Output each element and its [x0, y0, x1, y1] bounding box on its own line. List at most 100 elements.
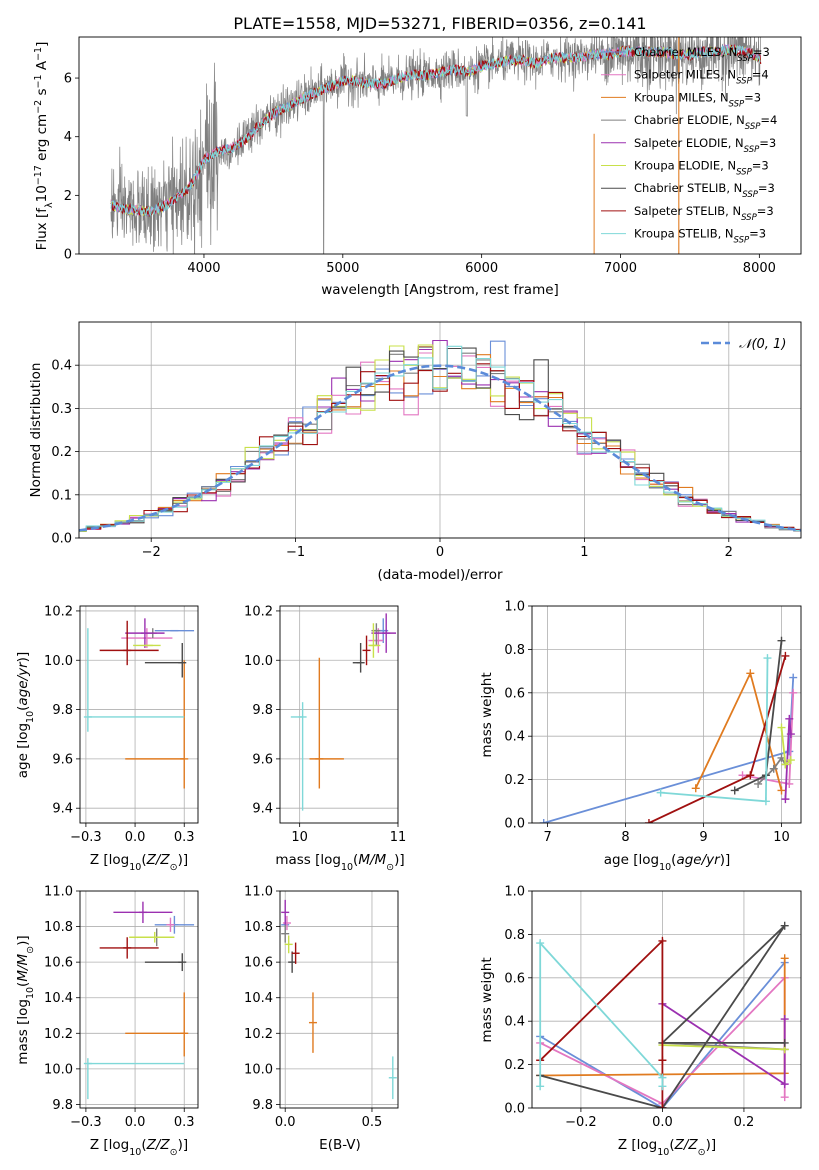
x-tick-label: −0.3	[70, 1115, 102, 1130]
series-marker-salpeter_stelib	[658, 1104, 667, 1108]
series-marker-salpeter_miles	[780, 1093, 789, 1102]
point-salpeter_elodie	[281, 899, 290, 925]
legend-label-kroupa_elodie: Kroupa ELODIE, NSSP=3	[634, 159, 769, 178]
x-axis-label-spectrum: wavelength [Angstrom, rest frame]	[321, 282, 559, 298]
legend-label-kroupa_miles: Kroupa MILES, NSSP=3	[634, 90, 761, 109]
x-tick-label: 2	[725, 545, 733, 560]
legend-spectrum: Chabrier MILES, NSSP=3 Salpeter MILES, NS…	[601, 45, 777, 246]
ticks-massweight_vs_Z: −0.2 0.0 0.2 0.0 0.2 0.4 0.6 0.8 1.0	[504, 885, 754, 1131]
y-tick-label: 0.1	[51, 488, 72, 503]
series-marker-salpeter_stelib	[781, 651, 790, 660]
point-kroupa_stelib	[83, 1058, 185, 1100]
axes-age_vs_Z: −0.3 0.0 0.3 9.4 9.6 9.8 10.0 10.2 Z [log10(Z/Z⊙…	[15, 604, 199, 873]
axes-spectrum: 4000 5000 6000 7000 8000 0 2 4 6 Chabrier MILES, …	[33, 36, 802, 298]
series-marker-kroupa_stelib	[536, 1082, 545, 1091]
point-salpeter_stelib	[291, 942, 300, 964]
point-kroupa_stelib	[83, 628, 185, 732]
x-tick-label: −1	[286, 545, 305, 560]
plot-area-spectrum	[110, 37, 762, 254]
axes-mass_vs_ebv: 0.0 0.5 9.8 10.0 10.2 10.4 10.6 10.8 11.0 E(B-V)	[244, 885, 399, 1153]
y-axis-label-spectrum: Flux [fλ10−17 erg cm−2 s−1 A−1]	[33, 42, 55, 251]
point-salpeter_elodie	[125, 618, 165, 648]
x-tick-label: 7	[543, 830, 551, 845]
legend-hist: 𝒩(0, 1)	[701, 337, 786, 352]
legend-label-gauss: 𝒩(0, 1)	[739, 337, 786, 352]
axes-frame-age_vs_Z	[79, 605, 199, 824]
ticks-residual_hist: −2 −1 0 1 2 0.0 0.1 0.2 0.3 0.4	[51, 359, 733, 560]
legend-label-chabrier_stelib: Chabrier STELIB, NSSP=3	[634, 181, 775, 200]
ticks-age_vs_Z: −0.3 0.0 0.3 9.4 9.6 9.8 10.0 10.2	[44, 604, 195, 845]
y-tick-label: 0.8	[504, 643, 525, 658]
y-tick-label: 0.6	[504, 971, 525, 986]
y-tick-label: 0.3	[51, 402, 72, 417]
model-line-kroupa_stelib	[110, 44, 761, 217]
x-axis-label-massweight_vs_Z: Z [log10(Z/Z⊙)]	[618, 1137, 716, 1158]
series-marker-salpeter_elodie	[780, 1080, 789, 1089]
series-marker-chabrier_stelib	[780, 1038, 789, 1047]
plot-area-mass_vs_ebv	[280, 891, 398, 1108]
x-axis-label-age_vs_Z: Z [log10(Z/Z⊙)]	[90, 852, 188, 873]
y-tick-label: 10.2	[44, 604, 73, 619]
axes-frame-massweight_vs_age	[531, 605, 802, 824]
x-tick-label: 5000	[326, 261, 359, 276]
series-marker-kroupa_stelib	[658, 1073, 667, 1082]
series-marker-salpeter_elodie	[786, 730, 795, 739]
series-marker-chabrier_stelib	[780, 921, 789, 930]
x-tick-label: 0.0	[652, 1115, 673, 1130]
x-tick-label: 10	[291, 830, 308, 845]
x-tick-label: 11	[390, 830, 407, 845]
series-marker-salpeter_miles	[789, 688, 798, 697]
series-marker-salpeter_stelib	[746, 771, 755, 780]
axes-frame-spectrum	[78, 36, 802, 255]
series-marker-kroupa_miles	[780, 954, 789, 963]
y-tick-label: 10.2	[244, 1027, 273, 1042]
axes-mass_vs_Z: −0.3 0.0 0.3 9.8 10.0 10.2 10.4 10.6 10.8 11.0 Z […	[15, 885, 199, 1158]
y-tick-label: 10.0	[44, 1062, 73, 1077]
series-marker-salpeter_stelib	[658, 936, 667, 945]
axes-massweight_vs_age: 7 8 9 10 0.0 0.2 0.4 0.6 0.8 1.0 age [log10(age/yr…	[479, 600, 802, 873]
point-salpeter_stelib	[362, 635, 371, 666]
axes-age_vs_mass: 10 11 9.4 9.6 9.8 10.0 10.2 mass [log10(M/M⊙)]	[244, 604, 406, 872]
y-tick-label: 9.6	[52, 752, 73, 767]
series-marker-kroupa_miles	[777, 786, 786, 795]
series-marker-salpeter_elodie	[785, 714, 794, 723]
y-tick-label: 10.8	[244, 920, 273, 935]
series-line-kroupa_stelib	[539, 940, 664, 1087]
x-tick-label: −0.2	[565, 1115, 597, 1130]
gauss-curve	[79, 364, 801, 532]
y-tick-label: 0.6	[504, 686, 525, 701]
y-tick-label: 10.6	[244, 956, 273, 971]
legend-label-salpeter_elodie: Salpeter ELODIE, NSSP=3	[634, 136, 776, 155]
grid-age_vs_mass	[280, 606, 398, 823]
series-marker-kroupa_stelib	[656, 788, 665, 797]
series-line-salpeter_stelib	[539, 938, 664, 1108]
plot-area-age_vs_mass	[280, 606, 398, 823]
y-axis-label-age_vs_Z: age [log10(age/yr)]	[15, 652, 36, 778]
series-line-chabrier_miles	[539, 962, 786, 1108]
y-tick-label: 11.0	[244, 885, 273, 900]
series-salpeter_stelib	[644, 651, 790, 823]
plot-area-massweight_vs_Z	[532, 891, 801, 1108]
y-tick-label: 9.4	[52, 802, 73, 817]
point-salpeter_stelib	[99, 620, 159, 666]
x-tick-label: 0.0	[125, 1115, 146, 1130]
axes-frame-massweight_vs_Z	[531, 890, 802, 1109]
x-axis-label-hist: (data-model)/error	[377, 567, 503, 583]
series-marker-kroupa_miles	[691, 784, 700, 793]
point-kroupa_miles	[308, 992, 317, 1053]
series-marker-kroupa_miles	[746, 669, 755, 678]
axes-frame-age_vs_mass	[279, 605, 399, 824]
series-marker-kroupa_elodie	[781, 760, 790, 769]
grid-mass_vs_ebv	[280, 891, 398, 1108]
plot-area-residual_hist	[79, 322, 801, 538]
y-tick-label: 9.8	[252, 703, 273, 718]
series-marker-salpeter_elodie	[780, 1015, 789, 1024]
y-tick-label: 0.2	[504, 1058, 525, 1073]
point-kroupa_miles	[125, 660, 189, 789]
ticks-massweight_vs_age: 7 8 9 10 0.0 0.2 0.4 0.6 0.8 1.0	[504, 600, 789, 846]
ticks-age_vs_mass: 10 11 9.4 9.6 9.8 10.0 10.2	[244, 604, 406, 845]
y-tick-label: 4	[64, 130, 72, 145]
series-kroupa_miles	[691, 669, 786, 795]
y-tick-label: 6	[64, 72, 72, 87]
y-tick-label: 2	[64, 189, 72, 204]
